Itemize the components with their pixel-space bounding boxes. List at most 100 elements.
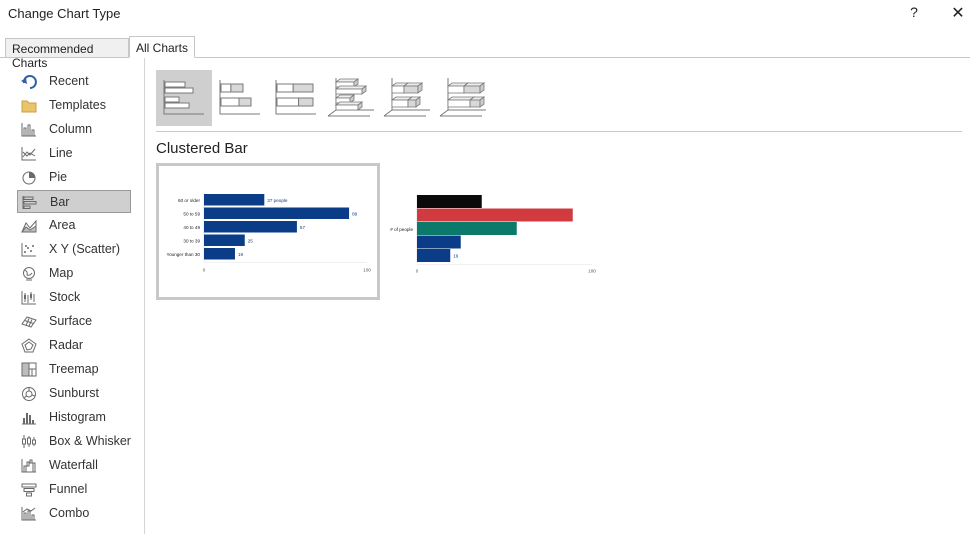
bar-chart-icon bbox=[22, 196, 37, 209]
subtype-3d-clustered-bar-button[interactable] bbox=[324, 70, 380, 126]
gallery-divider bbox=[156, 131, 962, 132]
subtype-3d-100-stacked-bar-button[interactable] bbox=[436, 70, 492, 126]
data-label: 57 bbox=[300, 225, 306, 230]
sidebar-item-label: Surface bbox=[49, 314, 93, 328]
sidebar-item-pie[interactable]: Pie bbox=[17, 166, 131, 189]
box-whisker-icon bbox=[22, 435, 36, 448]
data-label: 25 bbox=[248, 238, 254, 243]
sidebar-item-treemap[interactable]: Treemap bbox=[17, 358, 131, 381]
sidebar-item-line[interactable]: Line bbox=[17, 142, 131, 165]
x-tick-label: 100 bbox=[588, 269, 596, 274]
100-stacked-bar-icon bbox=[275, 80, 316, 115]
tab-recommended-charts[interactable]: Recommended Charts bbox=[5, 38, 129, 70]
folder-icon bbox=[21, 100, 37, 113]
chart-type-list: Recent Templates Column Line Pie Bar Are… bbox=[0, 58, 145, 534]
scatter-chart-icon bbox=[21, 243, 36, 257]
data-label: 89 bbox=[352, 211, 358, 216]
sunburst-icon bbox=[22, 387, 36, 401]
3d-stacked-bar-icon bbox=[383, 78, 430, 117]
sidebar-item-label: Line bbox=[49, 146, 73, 160]
sidebar-item-map[interactable]: Map bbox=[17, 262, 131, 285]
subtype-clustered-bar-button[interactable] bbox=[156, 70, 212, 126]
bar bbox=[204, 234, 245, 246]
subtype-stacked-bar-button[interactable] bbox=[212, 70, 268, 126]
category-label: 50 to 59 bbox=[183, 211, 200, 216]
sidebar-item-label: Combo bbox=[49, 506, 90, 520]
sidebar-item-label: Box & Whisker bbox=[49, 434, 131, 448]
chart-subtype-title: Clustered Bar bbox=[156, 140, 248, 157]
sidebar-item-templates[interactable]: Templates bbox=[17, 94, 131, 117]
stacked-bar-icon bbox=[219, 80, 260, 115]
bar bbox=[204, 248, 235, 260]
title-bar: Change Chart Type ? ✕ bbox=[0, 0, 970, 28]
category-label: 30 to 39 bbox=[183, 238, 200, 243]
sidebar-item-column[interactable]: Column bbox=[17, 118, 131, 141]
sidebar-item-histogram[interactable]: Histogram bbox=[17, 406, 131, 429]
x-tick-label: 0 bbox=[203, 268, 206, 273]
sidebar-item-label: Treemap bbox=[49, 362, 99, 376]
sidebar-item-label: Histogram bbox=[49, 410, 106, 424]
treemap-icon bbox=[21, 362, 37, 377]
subtype-3d-stacked-bar-button[interactable] bbox=[380, 70, 436, 126]
funnel-icon bbox=[21, 483, 37, 497]
sidebar-item-label: Recent bbox=[49, 74, 89, 88]
close-button[interactable]: ✕ bbox=[951, 5, 965, 22]
sidebar-item-label: Column bbox=[49, 122, 93, 136]
pie-chart-icon bbox=[22, 171, 36, 185]
bar bbox=[204, 207, 350, 219]
tab-all-charts[interactable]: All Charts bbox=[129, 36, 195, 58]
sidebar-item-stock[interactable]: Stock bbox=[17, 286, 131, 309]
sidebar-item-label: Waterfall bbox=[49, 458, 98, 472]
sidebar-item-recent[interactable]: Recent bbox=[17, 70, 131, 93]
area-chart-icon bbox=[21, 219, 37, 233]
bar bbox=[417, 208, 573, 222]
category-label: Younger than 30 bbox=[166, 252, 200, 257]
sidebar-item-radar[interactable]: Radar bbox=[17, 334, 131, 357]
bar bbox=[417, 235, 461, 249]
line-chart-icon bbox=[21, 147, 36, 161]
sidebar-item-x-y-scatter[interactable]: X Y (Scatter) bbox=[17, 238, 131, 261]
bar bbox=[417, 222, 517, 235]
sidebar-item-area[interactable]: Area bbox=[17, 214, 131, 237]
3d-100-stacked-bar-icon bbox=[439, 78, 486, 117]
tab-divider bbox=[0, 57, 970, 58]
sidebar-item-label: Bar bbox=[50, 195, 70, 209]
sidebar-item-label: Templates bbox=[49, 98, 106, 112]
bar bbox=[204, 221, 297, 233]
sidebar-item-label: Funnel bbox=[49, 482, 88, 496]
waterfall-icon bbox=[21, 459, 36, 473]
bar bbox=[417, 249, 451, 262]
sidebar-item-label: Stock bbox=[49, 290, 81, 304]
data-label: 19 bbox=[238, 252, 244, 257]
combo-chart-icon bbox=[21, 507, 36, 521]
sidebar-item-waterfall[interactable]: Waterfall bbox=[17, 454, 131, 477]
sidebar-item-label: Sunburst bbox=[49, 386, 100, 400]
category-label: # of people bbox=[390, 227, 413, 232]
sidebar-item-funnel[interactable]: Funnel bbox=[17, 478, 131, 501]
dialog-title: Change Chart Type bbox=[8, 6, 121, 21]
sidebar-item-box-whisker[interactable]: Box & Whisker bbox=[17, 430, 131, 453]
radar-chart-icon bbox=[21, 338, 37, 353]
chart-preview-2[interactable]: 19 # of people 0 100 bbox=[380, 163, 604, 300]
clustered-bar-icon bbox=[163, 80, 204, 115]
subtype-100-stacked-bar-button[interactable] bbox=[268, 70, 324, 126]
sidebar-item-sunburst[interactable]: Sunburst bbox=[17, 382, 131, 405]
help-button[interactable]: ? bbox=[910, 4, 918, 20]
histogram-icon bbox=[22, 413, 36, 425]
category-label: 60 or older bbox=[178, 198, 200, 203]
stock-chart-icon bbox=[21, 291, 36, 305]
column-chart-icon bbox=[21, 123, 36, 137]
sidebar-item-surface[interactable]: Surface bbox=[17, 310, 131, 333]
tab-bar: Recommended Charts All Charts bbox=[0, 36, 970, 70]
sidebar-item-combo[interactable]: Combo bbox=[17, 502, 131, 525]
3d-clustered-bar-icon bbox=[327, 78, 374, 117]
map-chart-icon bbox=[23, 267, 35, 281]
sidebar-item-label: Radar bbox=[49, 338, 84, 352]
bar bbox=[204, 194, 265, 206]
category-label: 40 to 49 bbox=[183, 225, 200, 230]
chart-preview-1[interactable]: 60 or older 37 people 50 to 59 89 40 to 49 57… bbox=[156, 163, 380, 300]
bar bbox=[417, 195, 482, 208]
data-label: 19 bbox=[453, 254, 459, 259]
sidebar-item-bar[interactable]: Bar bbox=[17, 190, 131, 213]
x-tick-label: 100 bbox=[363, 268, 371, 273]
